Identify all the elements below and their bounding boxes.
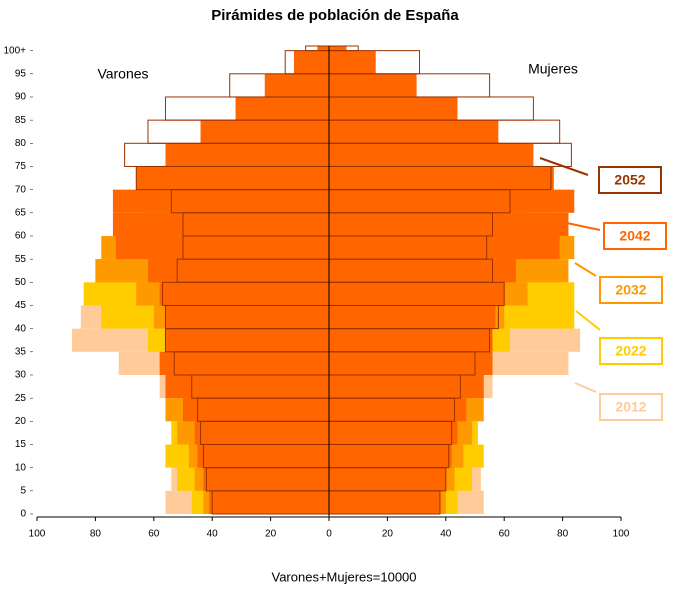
bar-male — [159, 282, 329, 306]
legend-box — [603, 222, 667, 250]
bar-male — [165, 143, 329, 167]
y-tick-label: 30 — [15, 370, 27, 381]
y-tick-label: 95 — [15, 68, 27, 79]
x-tick-label: 0 — [326, 529, 332, 540]
y-tick-label: 50 — [15, 277, 27, 288]
legend-arrow — [575, 310, 601, 331]
bar-male — [165, 328, 329, 352]
x-tick-label: 100 — [613, 529, 630, 540]
bar-male — [293, 50, 329, 74]
legend-label: 2022 — [615, 343, 646, 359]
bar-male — [165, 374, 329, 399]
bar-male — [165, 305, 329, 329]
bar-female — [329, 189, 575, 213]
y-tick-label: 70 — [15, 184, 27, 195]
bar-male — [112, 189, 329, 213]
x-tick-label: 40 — [207, 529, 219, 540]
legend-label: 2052 — [614, 172, 645, 188]
bar-male — [317, 46, 329, 51]
bar-male — [194, 421, 329, 445]
y-tick-label: 40 — [15, 323, 27, 334]
left-label: Varones — [97, 66, 148, 82]
y-tick-label: 10 — [15, 462, 27, 473]
y-tick-label: 5 — [20, 485, 26, 496]
legend-box — [599, 337, 663, 365]
legend-arrow — [539, 157, 589, 176]
y-tick-label: 60 — [15, 231, 27, 242]
bar-female — [329, 467, 446, 491]
y-tick-label: 85 — [15, 115, 27, 126]
bar-female — [329, 73, 417, 97]
bar-male — [115, 235, 329, 260]
y-tick-label: 25 — [15, 393, 27, 404]
bar-female — [329, 421, 458, 445]
bar-female — [329, 259, 516, 283]
y-tick-label: 20 — [15, 416, 27, 427]
bar-female — [329, 374, 484, 399]
x-axis-label: Varones+Mujeres=10000 — [271, 569, 416, 584]
legend-box — [598, 166, 662, 194]
legend-arrow — [574, 382, 597, 393]
legend-label: 2032 — [615, 282, 646, 298]
bar-male — [200, 120, 329, 144]
bar-male — [136, 166, 329, 190]
bar-male — [264, 73, 329, 97]
bar-male — [159, 351, 329, 375]
y-tick-label: 45 — [15, 300, 27, 311]
x-tick-label: 40 — [440, 529, 452, 540]
y-tick-label: 0 — [20, 509, 26, 520]
legend-box — [599, 276, 663, 304]
bar-female — [329, 166, 554, 190]
legend-label: 2012 — [615, 399, 646, 415]
bar-female — [329, 50, 376, 74]
bar-female — [329, 305, 496, 329]
x-tick-label: 20 — [265, 529, 277, 540]
x-tick-label: 80 — [557, 529, 569, 540]
legend-arrow — [574, 262, 597, 277]
bar-female — [329, 351, 493, 375]
x-tick-label: 100 — [29, 529, 46, 540]
bar-male — [183, 398, 329, 422]
bar-female — [329, 398, 467, 422]
bar-male — [203, 467, 329, 491]
legend-label: 2042 — [619, 228, 650, 244]
bar-female — [329, 96, 458, 121]
bar-male — [112, 212, 329, 236]
x-tick-label: 20 — [382, 529, 394, 540]
y-tick-label: 15 — [15, 439, 27, 450]
y-tick-label: 35 — [15, 346, 27, 357]
x-tick-label: 60 — [499, 529, 511, 540]
bar-female — [329, 328, 493, 352]
bar-female — [329, 212, 569, 236]
y-tick-label: 65 — [15, 207, 27, 218]
y-tick-label: 100+ — [3, 45, 26, 56]
bar-male — [235, 96, 329, 121]
bar-female — [329, 490, 440, 514]
bar-male — [147, 259, 329, 283]
legend-arrow — [561, 221, 601, 231]
y-tick-label: 80 — [15, 138, 27, 149]
bar-female — [329, 444, 452, 468]
legend-box — [599, 393, 663, 421]
right-label: Mujeres — [528, 61, 578, 77]
y-tick-label: 75 — [15, 161, 27, 172]
y-tick-label: 90 — [15, 92, 27, 103]
chart-title: Pirámides de población de España — [211, 7, 459, 24]
bar-female — [329, 143, 534, 167]
bar-female — [329, 235, 560, 260]
bar-female — [329, 120, 499, 144]
x-tick-label: 80 — [90, 529, 102, 540]
bar-male — [209, 490, 329, 514]
bar-male — [197, 444, 329, 468]
x-tick-label: 60 — [148, 529, 160, 540]
bar-female — [329, 282, 505, 306]
bar-female — [329, 46, 347, 51]
y-tick-label: 55 — [15, 254, 27, 265]
